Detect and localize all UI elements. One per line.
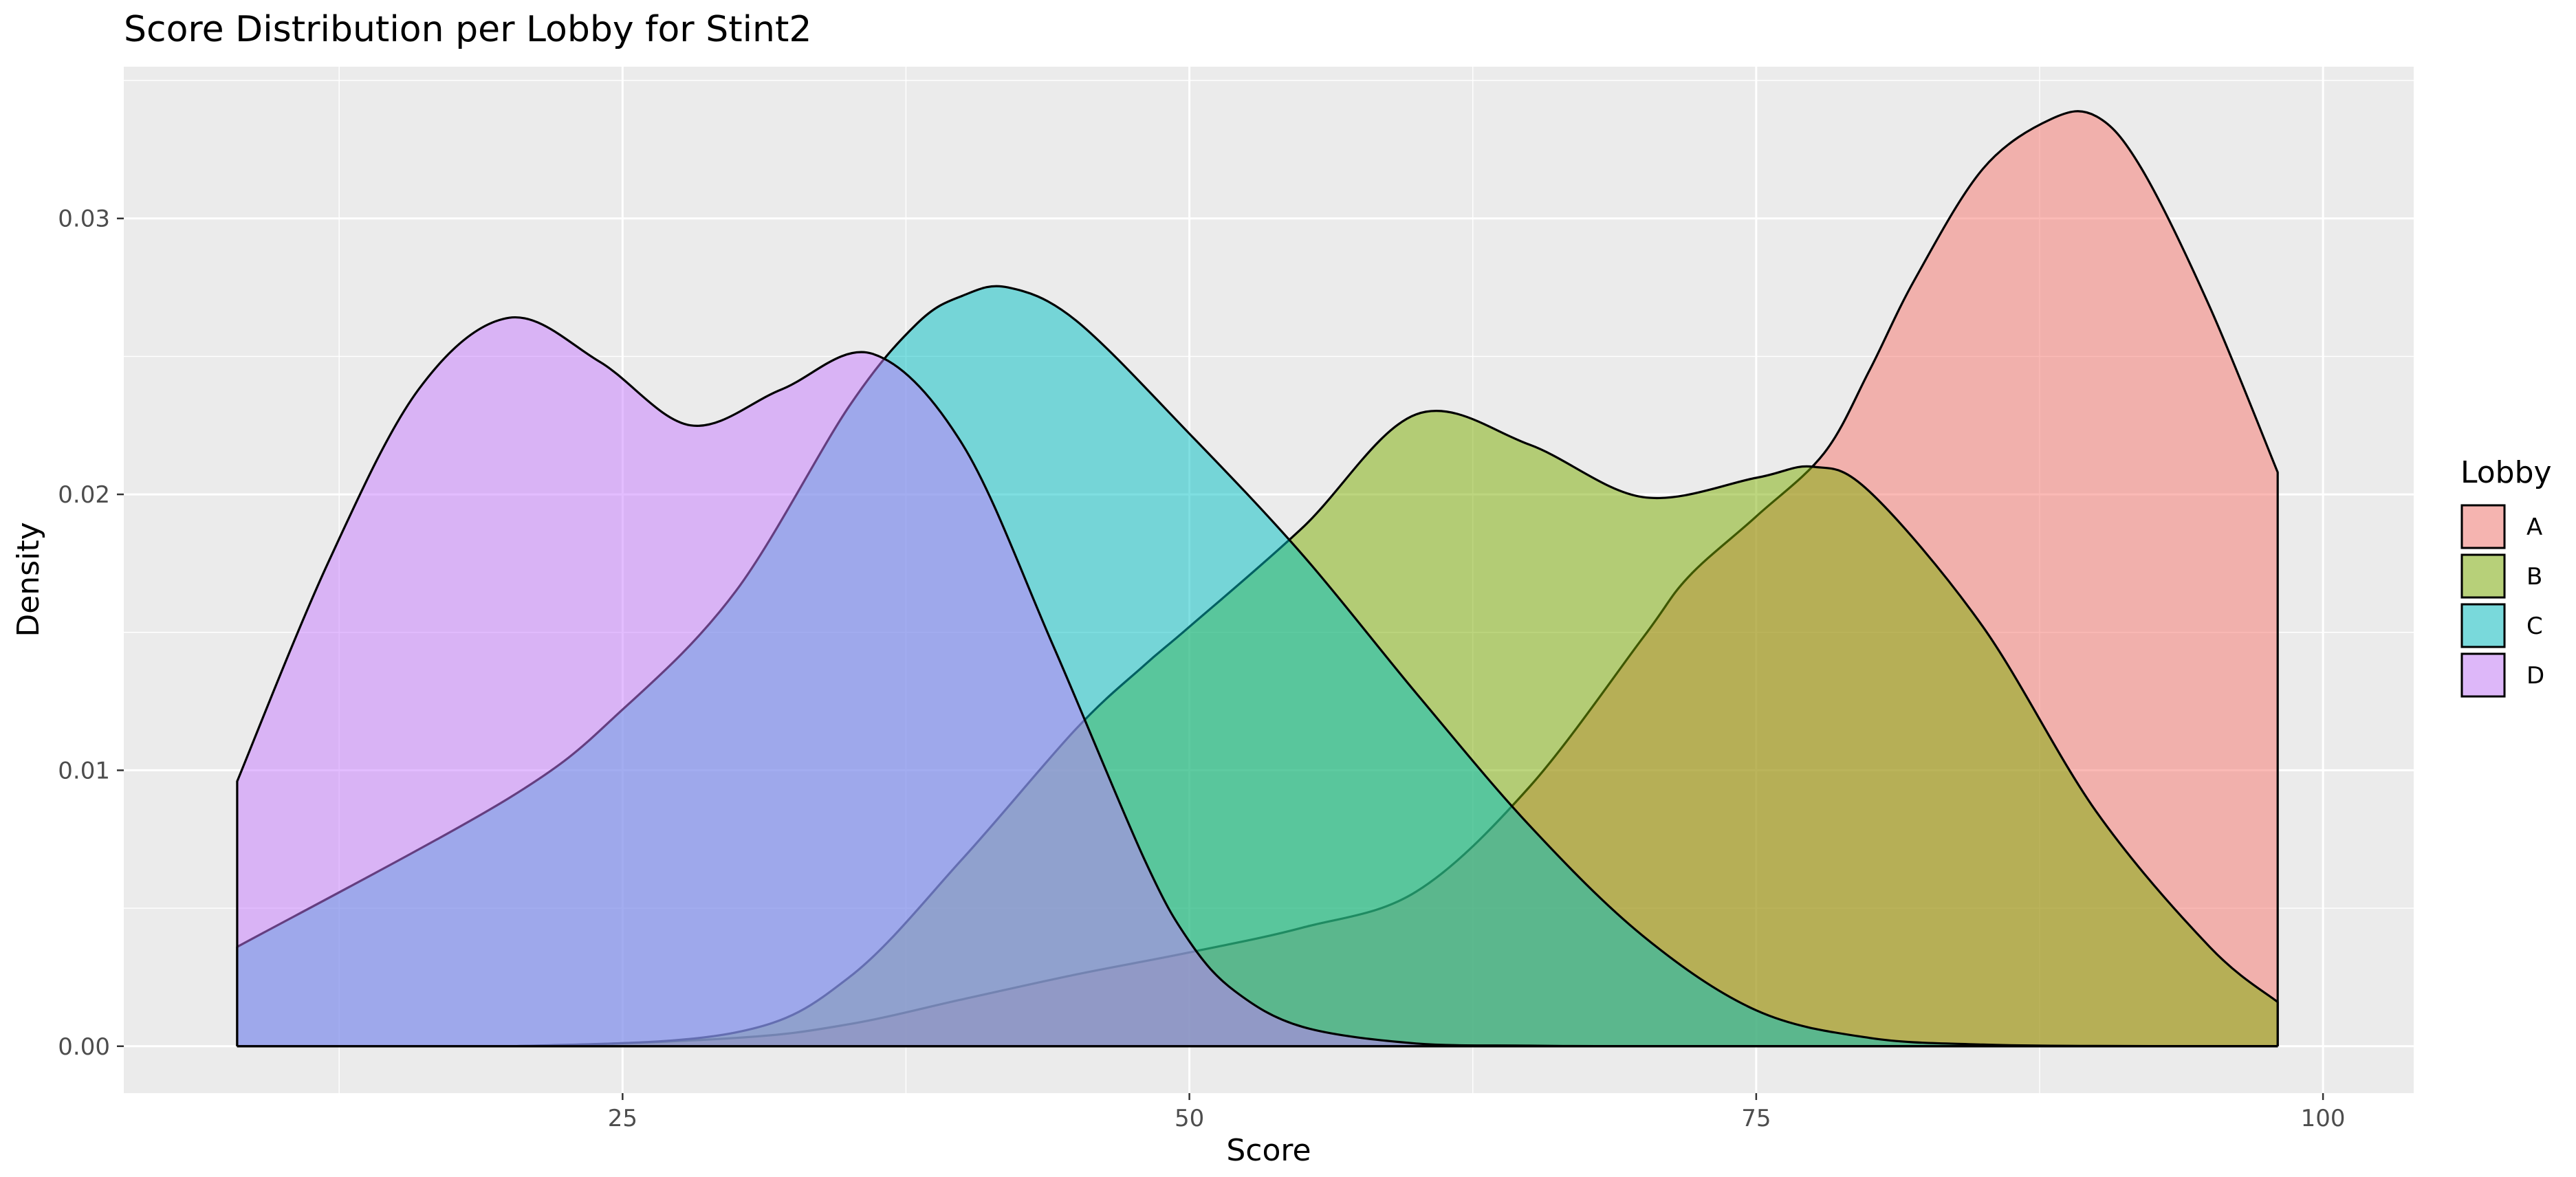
x-tick-label: 50 bbox=[1175, 1105, 1204, 1132]
x-tick-label: 100 bbox=[2301, 1105, 2346, 1132]
legend-title: Lobby bbox=[2460, 455, 2552, 490]
x-axis-ticks: 25 50 75 100 bbox=[608, 1093, 2346, 1132]
legend-label-B: B bbox=[2526, 563, 2542, 591]
legend-key-A bbox=[2460, 504, 2506, 549]
legend-item-D: D bbox=[2460, 652, 2544, 698]
x-tick-label: 25 bbox=[608, 1105, 637, 1132]
x-axis-title: Score bbox=[1226, 1133, 1311, 1168]
y-tick-label: 0.02 bbox=[58, 481, 110, 509]
y-tick-label: 0.00 bbox=[58, 1033, 110, 1061]
legend-key-D bbox=[2460, 652, 2506, 698]
legend-key-B bbox=[2460, 553, 2506, 599]
density-area-D bbox=[237, 317, 2278, 1046]
y-axis-ticks: 0.00 0.01 0.02 0.03 bbox=[58, 206, 124, 1061]
density-series bbox=[236, 110, 2279, 1048]
legend-label-D: D bbox=[2526, 662, 2544, 690]
legend-item-B: B bbox=[2460, 553, 2542, 599]
legend-label-C: C bbox=[2526, 613, 2543, 640]
legend-key-C bbox=[2460, 603, 2506, 648]
y-tick-label: 0.01 bbox=[58, 757, 110, 784]
y-axis-title: Density bbox=[11, 522, 46, 637]
density-series-D bbox=[236, 316, 2278, 1048]
x-tick-label: 75 bbox=[1741, 1105, 1771, 1132]
y-tick-label: 0.03 bbox=[58, 206, 110, 233]
legend-item-C: C bbox=[2460, 603, 2543, 648]
legend-label-A: A bbox=[2526, 514, 2542, 541]
legend-item-A: A bbox=[2460, 504, 2542, 549]
chart-title: Score Distribution per Lobby for Stint2 bbox=[124, 9, 811, 50]
